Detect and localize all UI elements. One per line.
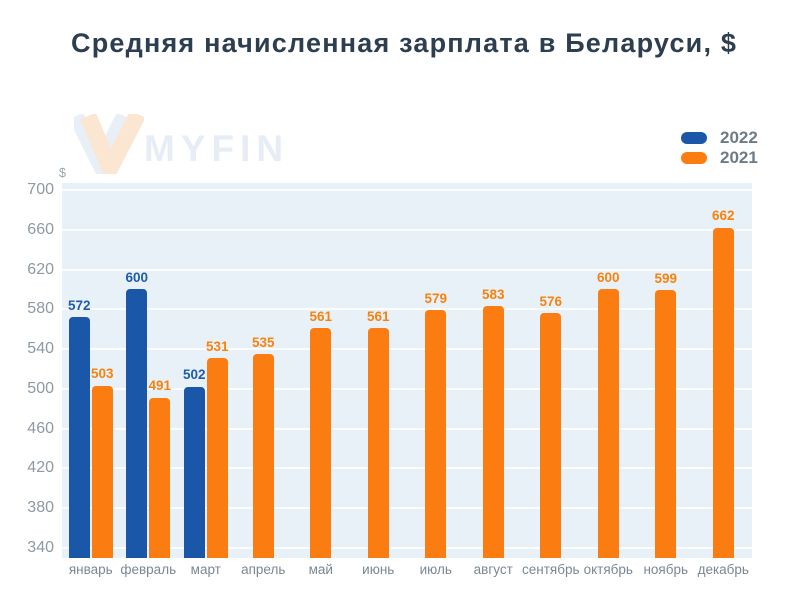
- bar-group-февраль: 600 491: [120, 183, 178, 558]
- y-tick-label-460: 460: [27, 419, 54, 437]
- x-tick-label-март: март: [190, 562, 221, 577]
- bar-group-апрель: 535: [235, 183, 293, 558]
- bar-value-label: 576: [539, 293, 563, 309]
- y-tick-label-660: 660: [27, 220, 54, 238]
- x-tick-label-июль: июль: [419, 562, 452, 577]
- y-tick-label-540: 540: [27, 340, 54, 358]
- x-tick-label-февраль: февраль: [120, 562, 177, 577]
- y-tick-label-580: 580: [27, 300, 54, 318]
- legend-item-2021: 2021: [681, 148, 758, 167]
- bar-value-label: 561: [366, 308, 390, 324]
- bar-2021-май: 561: [309, 310, 332, 558]
- bar-2021-декабрь: 662: [712, 209, 735, 558]
- bar-group-июнь: 561: [350, 183, 408, 558]
- y-axis-unit-label: $: [59, 166, 66, 180]
- bar-2021-январь: 503: [91, 367, 114, 558]
- bar-value-label: 662: [711, 208, 735, 224]
- myfin-watermark: MYFIN: [68, 110, 304, 188]
- bar-value-label: 503: [90, 366, 114, 382]
- y-tick-label-620: 620: [27, 260, 54, 278]
- gridline-380: [62, 507, 752, 510]
- chart-title: Средняя начисленная зарплата в Беларуси,…: [71, 28, 738, 58]
- bar-value-label: 599: [654, 270, 678, 286]
- bar-group-декабрь: 662: [695, 183, 753, 558]
- gridline-580: [62, 308, 752, 311]
- bar-value-label: 600: [125, 269, 149, 285]
- y-tick-label-700: 700: [27, 180, 54, 198]
- x-tick-label-август: август: [473, 562, 513, 577]
- bar-value-label: 572: [67, 297, 91, 313]
- bar-group-октябрь: 600: [580, 183, 638, 558]
- legend-swatch-2022: [681, 131, 707, 144]
- gridline-340: [62, 547, 752, 550]
- bar-value-label: 535: [251, 334, 275, 350]
- legend-label-2021: 2021: [720, 148, 758, 167]
- bar-group-ноябрь: 599: [637, 183, 695, 558]
- bar-2021-ноябрь: 599: [654, 272, 677, 558]
- y-tick-label-500: 500: [27, 379, 54, 397]
- bar-2021-апрель: 535: [252, 336, 275, 558]
- bars-container: 572 503 600 491 502 531 535 561 561 579 583 576 600 5…: [62, 183, 752, 558]
- myfin-watermark-text: MYFIN: [144, 128, 290, 169]
- x-axis: январь февраль март апрель май июнь июль август…: [62, 562, 752, 577]
- x-tick-label-май: май: [308, 562, 333, 577]
- bar-value-label: 583: [481, 286, 505, 302]
- gridline-660: [62, 228, 752, 231]
- bar-2021-март: 531: [206, 340, 229, 558]
- myfin-v-logo-icon: [68, 110, 146, 188]
- bar-group-сентябрь: 576: [522, 183, 580, 558]
- x-tick-label-январь: январь: [68, 562, 113, 577]
- y-axis: 340 380 420 460 500 540 580 620 660 700: [0, 180, 54, 558]
- bar-2022-январь: 572: [68, 299, 91, 558]
- bar-value-label: 561: [309, 308, 333, 324]
- gridlines: [62, 183, 752, 558]
- y-tick-label-380: 380: [27, 499, 54, 517]
- gridline-460: [62, 427, 752, 430]
- bar-value-label: 491: [148, 378, 172, 394]
- bar-2021-июнь: 561: [367, 310, 390, 558]
- y-tick-label-340: 340: [27, 539, 54, 557]
- bar-2021-июль: 579: [424, 292, 447, 558]
- legend-swatch-2021: [681, 151, 707, 164]
- x-tick-label-октябрь: октябрь: [583, 562, 633, 577]
- legend-item-2022: 2022: [681, 128, 758, 147]
- bar-group-январь: 572 503: [62, 183, 120, 558]
- gridline-700: [62, 188, 752, 191]
- bar-2021-август: 583: [482, 288, 505, 558]
- bar-2021-октябрь: 600: [597, 271, 620, 558]
- bar-group-июль: 579: [407, 183, 465, 558]
- bar-2022-март: 502: [183, 368, 206, 558]
- legend-label-2022: 2022: [720, 128, 758, 147]
- gridline-540: [62, 348, 752, 351]
- x-tick-label-апрель: апрель: [241, 562, 286, 577]
- gridline-620: [62, 268, 752, 271]
- bar-value-label: 600: [596, 269, 620, 285]
- bar-group-март: 502 531: [177, 183, 235, 558]
- x-tick-label-ноябрь: ноябрь: [643, 562, 689, 577]
- bar-value-label: 502: [182, 367, 206, 383]
- plot-area: 572 503 600 491 502 531 535 561 561 579 583 576 600 5…: [62, 183, 752, 558]
- bar-value-label: 579: [424, 290, 448, 306]
- gridline-500: [62, 387, 752, 390]
- bar-2021-сентябрь: 576: [539, 295, 562, 558]
- y-tick-label-420: 420: [27, 459, 54, 477]
- bar-value-label: 531: [205, 338, 229, 354]
- chart-legend: 2022 2021: [681, 128, 758, 167]
- x-tick-label-декабрь: декабрь: [697, 562, 749, 577]
- bar-2022-февраль: 600: [125, 271, 148, 558]
- x-tick-label-сентябрь: сентябрь: [522, 562, 580, 577]
- bar-2021-февраль: 491: [148, 379, 171, 558]
- bar-group-август: 583: [465, 183, 523, 558]
- x-tick-label-июнь: июнь: [362, 562, 395, 577]
- gridline-420: [62, 467, 752, 470]
- bar-group-май: 561: [292, 183, 350, 558]
